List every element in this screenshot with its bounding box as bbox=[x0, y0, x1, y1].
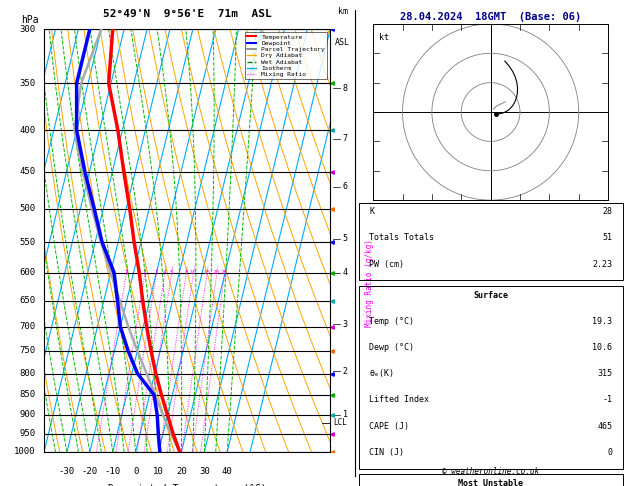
Text: 1000: 1000 bbox=[14, 448, 35, 456]
Text: 0: 0 bbox=[133, 467, 138, 476]
Text: 20: 20 bbox=[176, 467, 187, 476]
Text: 450: 450 bbox=[19, 167, 35, 176]
Text: 10.6: 10.6 bbox=[592, 343, 612, 352]
Text: 8: 8 bbox=[184, 271, 187, 276]
Text: Surface: Surface bbox=[473, 291, 508, 300]
Text: Dewp (°C): Dewp (°C) bbox=[369, 343, 414, 352]
Text: 400: 400 bbox=[19, 126, 35, 135]
Text: -20: -20 bbox=[82, 467, 98, 476]
Text: Lifted Index: Lifted Index bbox=[369, 396, 429, 404]
Text: 650: 650 bbox=[19, 296, 35, 305]
Text: -1: -1 bbox=[602, 396, 612, 404]
Bar bbox=[359, 474, 623, 486]
Text: 15: 15 bbox=[203, 271, 210, 276]
Text: 30: 30 bbox=[199, 467, 209, 476]
Text: km: km bbox=[338, 7, 348, 17]
Text: 10: 10 bbox=[153, 467, 164, 476]
Text: 800: 800 bbox=[19, 369, 35, 378]
Text: 300: 300 bbox=[19, 25, 35, 34]
Text: 950: 950 bbox=[19, 430, 35, 438]
Text: 4: 4 bbox=[343, 268, 348, 277]
Text: Mixing Ratio (g/kg): Mixing Ratio (g/kg) bbox=[365, 239, 374, 327]
Text: 10: 10 bbox=[189, 271, 197, 276]
Text: 6: 6 bbox=[343, 182, 348, 191]
Text: 5: 5 bbox=[169, 271, 173, 276]
Text: PW (cm): PW (cm) bbox=[369, 260, 404, 269]
Text: © weatheronline.co.uk: © weatheronline.co.uk bbox=[442, 468, 539, 476]
Text: 550: 550 bbox=[19, 238, 35, 246]
Text: 28.04.2024  18GMT  (Base: 06): 28.04.2024 18GMT (Base: 06) bbox=[400, 12, 581, 22]
Text: CIN (J): CIN (J) bbox=[369, 448, 404, 457]
Text: 1: 1 bbox=[343, 411, 348, 419]
Text: 1: 1 bbox=[125, 271, 128, 276]
Text: hPa: hPa bbox=[21, 15, 39, 25]
Text: 750: 750 bbox=[19, 347, 35, 355]
Legend: Temperature, Dewpoint, Parcel Trajectory, Dry Adiabat, Wet Adiabat, Isotherm, Mi: Temperature, Dewpoint, Parcel Trajectory… bbox=[245, 32, 327, 79]
Text: 700: 700 bbox=[19, 322, 35, 331]
Text: 350: 350 bbox=[19, 79, 35, 88]
Text: 28: 28 bbox=[602, 208, 612, 216]
Text: -10: -10 bbox=[104, 467, 121, 476]
Text: 600: 600 bbox=[19, 268, 35, 277]
Text: 40: 40 bbox=[222, 467, 233, 476]
Text: 51: 51 bbox=[602, 233, 612, 243]
Text: 8: 8 bbox=[343, 84, 348, 93]
Bar bbox=[359, 286, 623, 469]
Text: Dewpoint / Temperature (°C): Dewpoint / Temperature (°C) bbox=[108, 484, 267, 486]
Text: Temp (°C): Temp (°C) bbox=[369, 317, 414, 326]
Bar bbox=[359, 203, 623, 280]
Text: 500: 500 bbox=[19, 204, 35, 213]
Text: 2: 2 bbox=[343, 367, 348, 376]
Text: Totals Totals: Totals Totals bbox=[369, 233, 434, 243]
Text: 900: 900 bbox=[19, 411, 35, 419]
Text: θₑ(K): θₑ(K) bbox=[369, 369, 394, 378]
Text: kt: kt bbox=[379, 33, 389, 42]
Text: 7: 7 bbox=[343, 134, 348, 143]
Text: -30: -30 bbox=[59, 467, 75, 476]
Text: 5: 5 bbox=[343, 234, 348, 243]
Text: 315: 315 bbox=[597, 369, 612, 378]
Text: 850: 850 bbox=[19, 390, 35, 399]
Text: CAPE (J): CAPE (J) bbox=[369, 422, 409, 431]
Text: Most Unstable: Most Unstable bbox=[458, 479, 523, 486]
Text: 2.23: 2.23 bbox=[592, 260, 612, 269]
Text: 3: 3 bbox=[154, 271, 158, 276]
Text: 3: 3 bbox=[343, 320, 348, 329]
Text: 0: 0 bbox=[607, 448, 612, 457]
Text: 52°49'N  9°56'E  71m  ASL: 52°49'N 9°56'E 71m ASL bbox=[103, 9, 272, 18]
Text: 25: 25 bbox=[221, 271, 228, 276]
Text: 20: 20 bbox=[213, 271, 220, 276]
Text: 465: 465 bbox=[597, 422, 612, 431]
Text: 4: 4 bbox=[163, 271, 166, 276]
Text: K: K bbox=[369, 208, 374, 216]
Text: 19.3: 19.3 bbox=[592, 317, 612, 326]
Text: ASL: ASL bbox=[335, 37, 350, 47]
Text: 2: 2 bbox=[143, 271, 147, 276]
Text: LCL: LCL bbox=[333, 418, 347, 427]
